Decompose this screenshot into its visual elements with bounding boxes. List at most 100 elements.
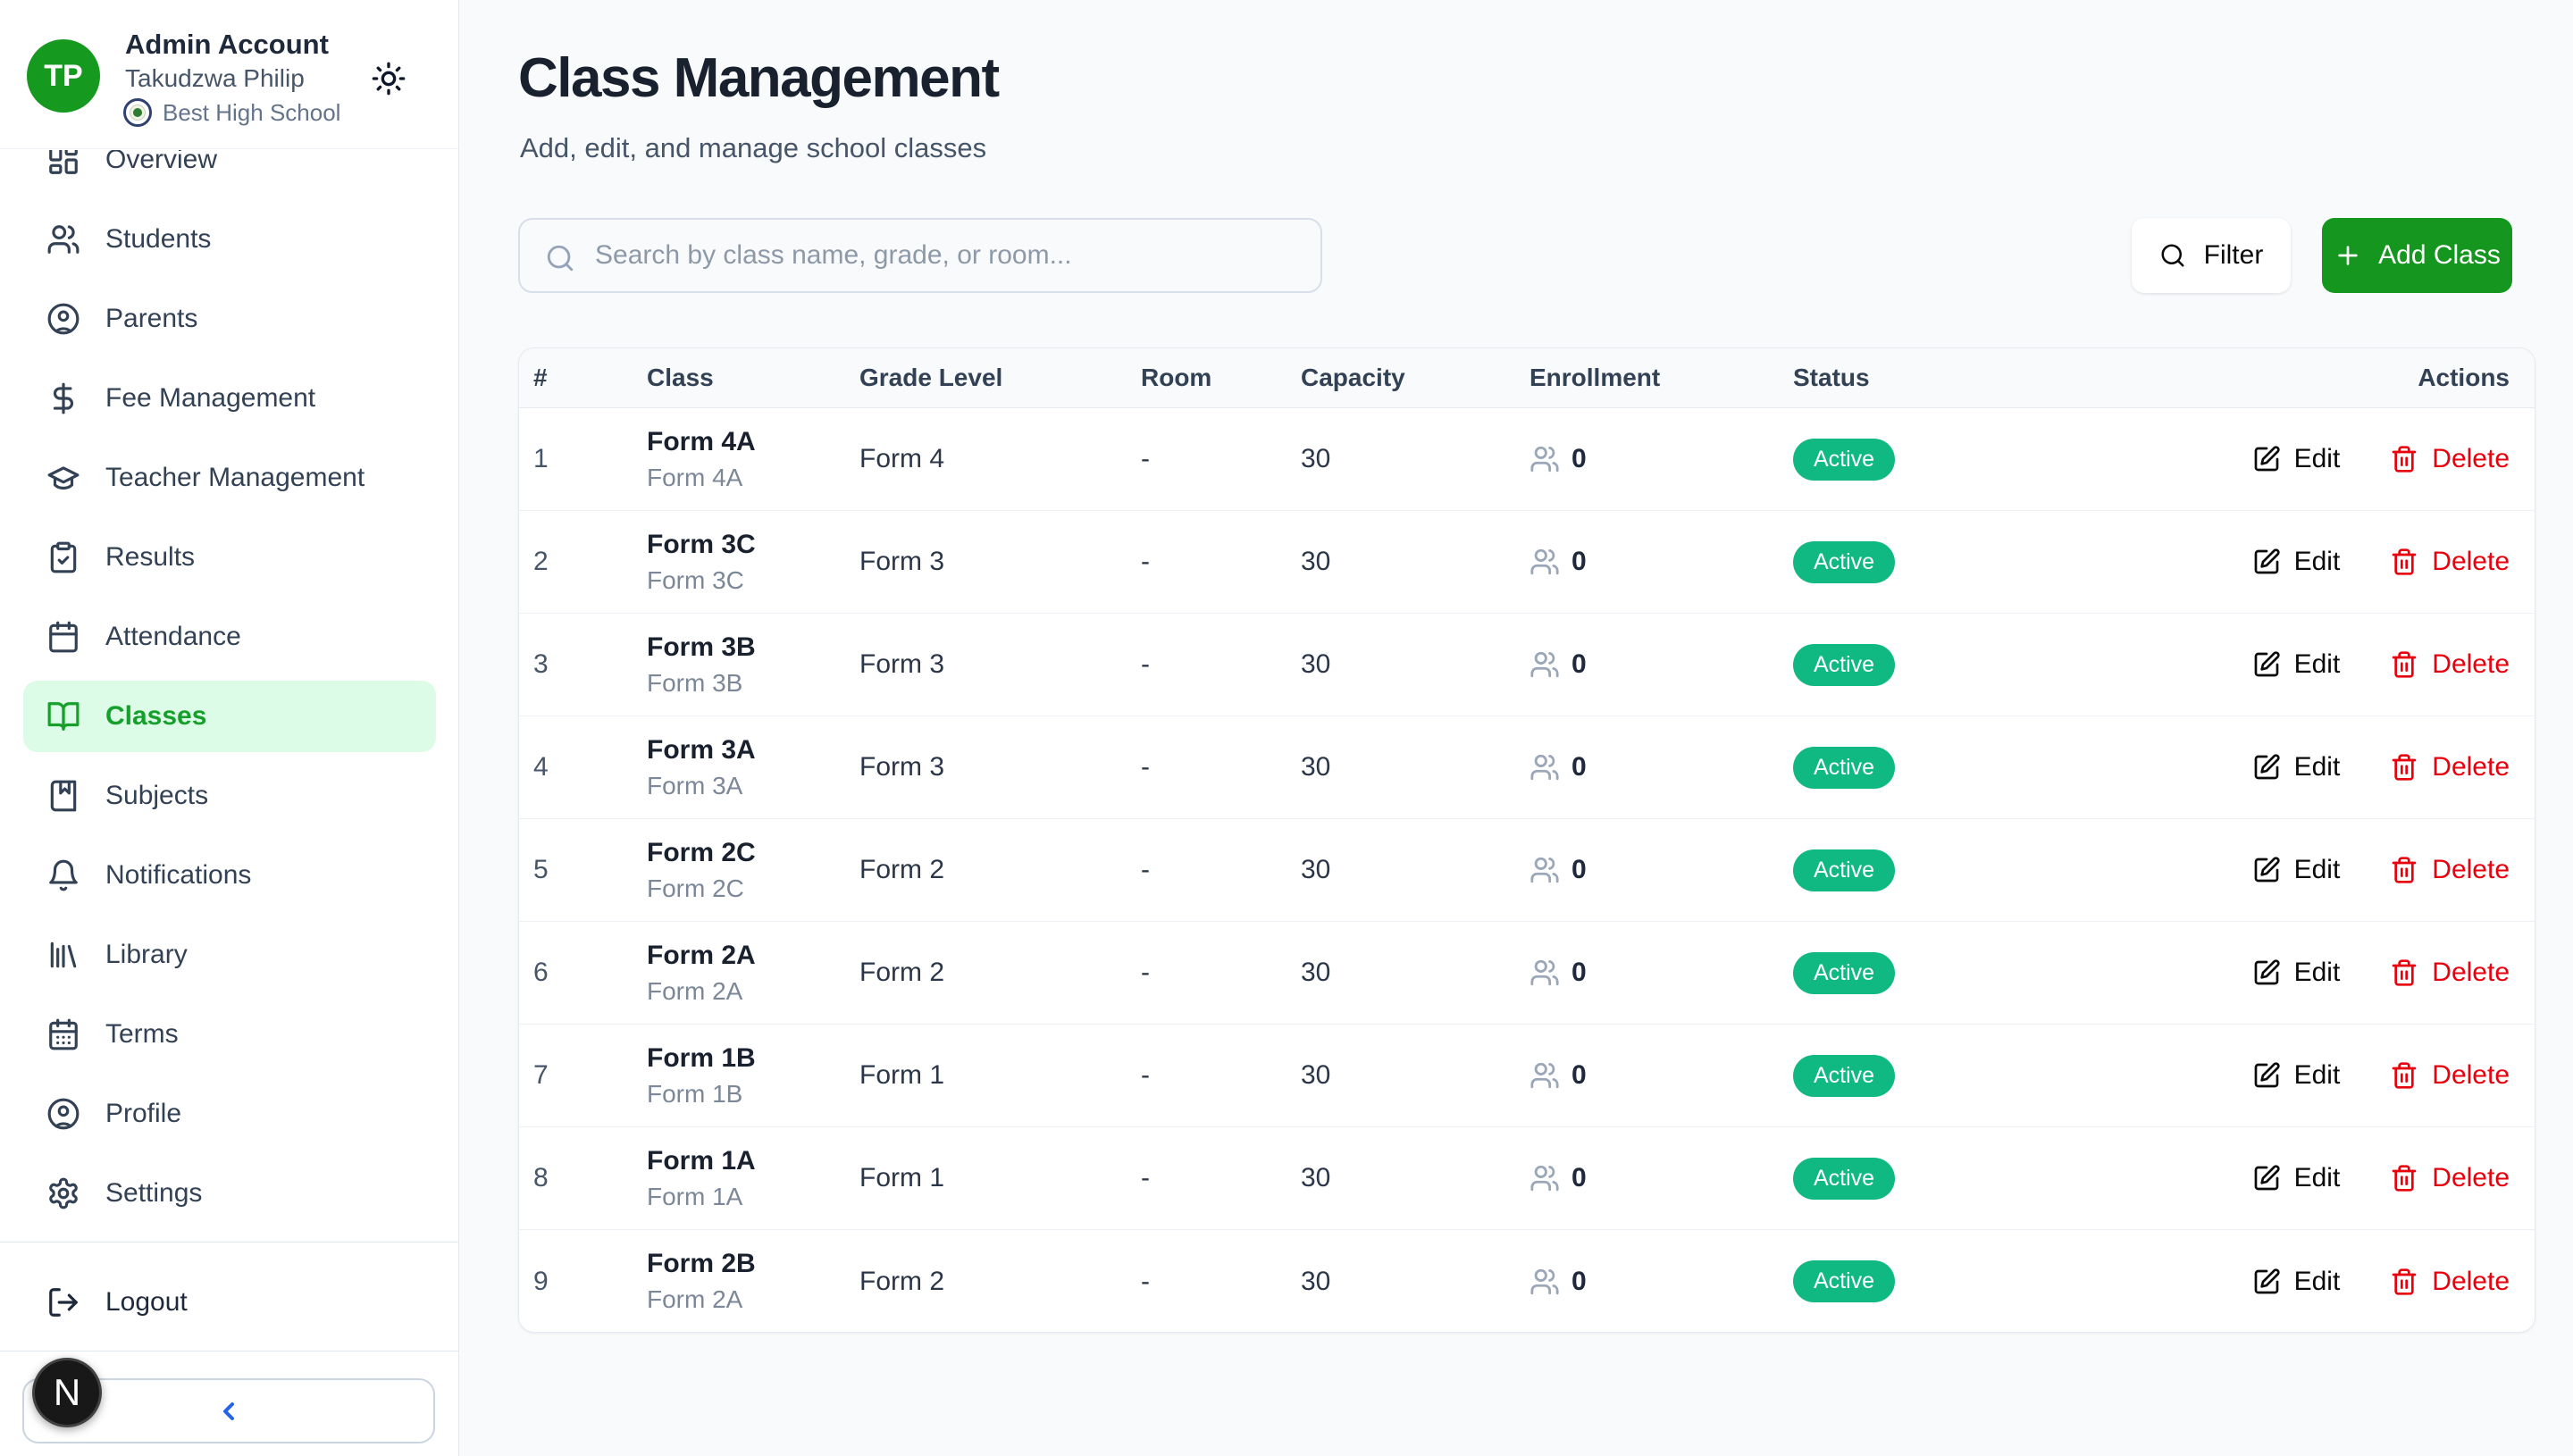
sidebar-item-settings[interactable]: Settings xyxy=(23,1158,436,1229)
sidebar-item-students[interactable]: Students xyxy=(23,204,436,275)
delete-button[interactable]: Delete xyxy=(2390,649,2510,680)
users-icon xyxy=(1530,1267,1560,1297)
theme-toggle-button[interactable] xyxy=(371,61,406,96)
grade-level-cell: Form 2 xyxy=(859,958,1141,988)
delete-button[interactable]: Delete xyxy=(2390,444,2510,474)
edit-button[interactable]: Edit xyxy=(2252,958,2341,988)
status-badge: Active xyxy=(1793,1055,1895,1097)
column-header-actions: Actions xyxy=(2418,364,2510,392)
sidebar-item-overview[interactable]: Overview xyxy=(23,150,436,196)
column-header-enrollment: Enrollment xyxy=(1530,364,1793,392)
sidebar-item-terms[interactable]: Terms xyxy=(23,999,436,1070)
edit-pencil-icon xyxy=(2252,753,2281,782)
class-cell: Form 1B Form 1B xyxy=(647,1043,859,1109)
sidebar-item-label: Settings xyxy=(105,1178,202,1209)
edit-label: Edit xyxy=(2294,1267,2341,1297)
sidebar: TP Admin Account Takudzwa Philip Best Hi… xyxy=(0,0,459,1456)
sidebar-item-library[interactable]: Library xyxy=(23,919,436,991)
sidebar-item-attendance[interactable]: Attendance xyxy=(23,601,436,673)
sidebar-item-classes[interactable]: Classes xyxy=(23,681,436,752)
delete-label: Delete xyxy=(2432,1060,2510,1091)
delete-button[interactable]: Delete xyxy=(2390,1060,2510,1091)
gear-icon xyxy=(46,1176,80,1210)
add-class-button[interactable]: Add Class xyxy=(2322,218,2512,293)
class-subname: Form 4A xyxy=(647,464,859,492)
class-name: Form 2C xyxy=(647,838,859,868)
status-cell: Active xyxy=(1793,644,2252,686)
user-name: Takudzwa Philip xyxy=(125,64,305,93)
filter-button[interactable]: Filter xyxy=(2132,218,2291,293)
edit-button[interactable]: Edit xyxy=(2252,855,2341,885)
row-number: 8 xyxy=(533,1163,647,1193)
delete-button[interactable]: Delete xyxy=(2390,547,2510,577)
enrollment-count: 0 xyxy=(1571,649,1587,680)
edit-pencil-icon xyxy=(2252,1164,2281,1192)
row-number: 6 xyxy=(533,958,647,988)
dev-tools-badge[interactable]: N xyxy=(32,1358,102,1427)
users-icon xyxy=(1530,444,1560,474)
status-badge: Active xyxy=(1793,952,1895,994)
delete-label: Delete xyxy=(2432,649,2510,680)
sidebar-item-parents[interactable]: Parents xyxy=(23,283,436,355)
edit-button[interactable]: Edit xyxy=(2252,752,2341,782)
sidebar-item-profile[interactable]: Profile xyxy=(23,1078,436,1150)
users-icon xyxy=(1530,1163,1560,1193)
actions-cell: Edit Delete xyxy=(2252,958,2510,988)
edit-button[interactable]: Edit xyxy=(2252,444,2341,474)
actions-cell: Edit Delete xyxy=(2252,649,2510,680)
sidebar-item-fee-management[interactable]: Fee Management xyxy=(23,363,436,434)
status-cell: Active xyxy=(1793,1260,2252,1302)
logout-button[interactable]: Logout xyxy=(23,1267,436,1338)
edit-button[interactable]: Edit xyxy=(2252,649,2341,680)
table-header-row: # Class Grade Level Room Capacity Enroll… xyxy=(519,348,2535,408)
edit-button[interactable]: Edit xyxy=(2252,1267,2341,1297)
edit-label: Edit xyxy=(2294,958,2341,988)
avatar: TP xyxy=(27,39,100,113)
sidebar-item-results[interactable]: Results xyxy=(23,522,436,593)
trash-icon xyxy=(2390,445,2418,473)
delete-button[interactable]: Delete xyxy=(2390,855,2510,885)
table-row: 7 Form 1B Form 1B Form 1 - 30 0 Active xyxy=(519,1025,2535,1127)
delete-button[interactable]: Delete xyxy=(2390,1163,2510,1193)
sidebar-item-teacher-management[interactable]: Teacher Management xyxy=(23,442,436,514)
delete-button[interactable]: Delete xyxy=(2390,958,2510,988)
edit-button[interactable]: Edit xyxy=(2252,547,2341,577)
table-row: 1 Form 4A Form 4A Form 4 - 30 0 Active xyxy=(519,408,2535,511)
sidebar-item-label: Teacher Management xyxy=(105,463,365,493)
column-header-number: # xyxy=(533,364,647,392)
class-cell: Form 1A Form 1A xyxy=(647,1146,859,1211)
enrollment-cell: 0 xyxy=(1530,1060,1793,1091)
room-cell: - xyxy=(1141,958,1301,988)
class-subname: Form 3B xyxy=(647,669,859,698)
edit-pencil-icon xyxy=(2252,445,2281,473)
status-badge: Active xyxy=(1793,541,1895,583)
room-cell: - xyxy=(1141,444,1301,474)
delete-button[interactable]: Delete xyxy=(2390,1267,2510,1297)
grade-level-cell: Form 3 xyxy=(859,547,1141,577)
sidebar-nav: Overview Students Parents Fee Management… xyxy=(0,150,459,1240)
logout-label: Logout xyxy=(105,1287,188,1318)
delete-label: Delete xyxy=(2432,547,2510,577)
table-row: 5 Form 2C Form 2C Form 2 - 30 0 Active xyxy=(519,819,2535,922)
table-row: 2 Form 3C Form 3C Form 3 - 30 0 Active xyxy=(519,511,2535,614)
enrollment-count: 0 xyxy=(1571,1060,1587,1091)
search-input[interactable] xyxy=(520,220,1320,291)
search-bar xyxy=(518,218,1322,293)
users-icon xyxy=(1530,752,1560,782)
sidebar-item-label: Parents xyxy=(105,304,197,334)
capacity-cell: 30 xyxy=(1301,958,1530,988)
table-row: 4 Form 3A Form 3A Form 3 - 30 0 Active xyxy=(519,716,2535,819)
grade-level-cell: Form 3 xyxy=(859,752,1141,782)
edit-label: Edit xyxy=(2294,649,2341,680)
room-cell: - xyxy=(1141,1060,1301,1091)
edit-button[interactable]: Edit xyxy=(2252,1163,2341,1193)
capacity-cell: 30 xyxy=(1301,1060,1530,1091)
sidebar-item-notifications[interactable]: Notifications xyxy=(23,840,436,911)
edit-pencil-icon xyxy=(2252,650,2281,679)
sidebar-item-subjects[interactable]: Subjects xyxy=(23,760,436,832)
enrollment-cell: 0 xyxy=(1530,958,1793,988)
edit-button[interactable]: Edit xyxy=(2252,1060,2341,1091)
delete-button[interactable]: Delete xyxy=(2390,752,2510,782)
table-body: 1 Form 4A Form 4A Form 4 - 30 0 Active xyxy=(519,408,2535,1333)
sidebar-item-label: Students xyxy=(105,224,211,255)
